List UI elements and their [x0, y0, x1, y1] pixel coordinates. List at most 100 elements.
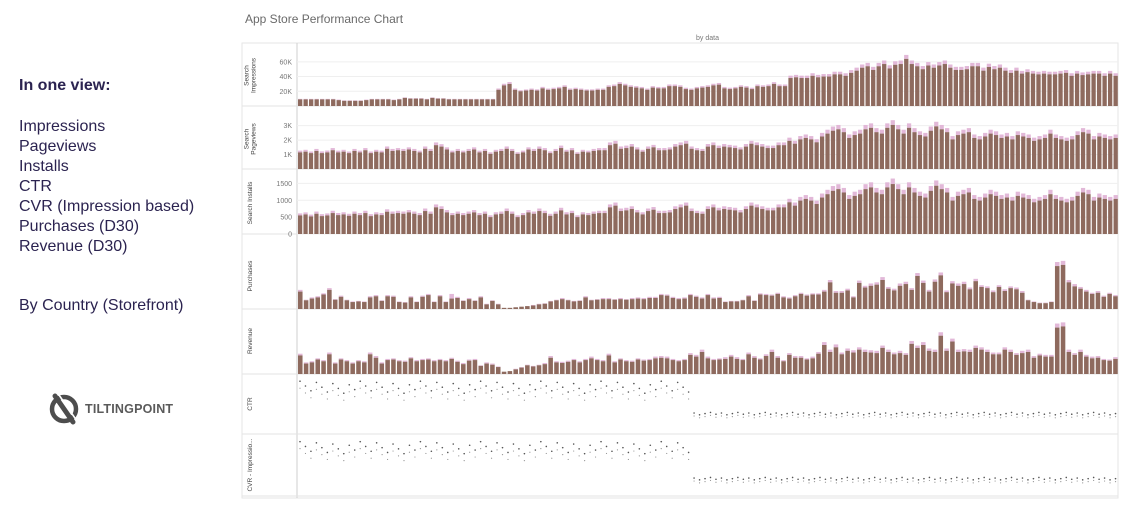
ctr-dot — [567, 451, 569, 454]
bar — [472, 360, 478, 374]
ctr-dot — [545, 392, 547, 394]
bar — [396, 361, 402, 374]
bar-secondary — [645, 146, 651, 149]
bar — [1008, 288, 1013, 309]
bar — [923, 136, 928, 169]
bar — [803, 198, 808, 234]
bar — [577, 362, 583, 374]
bar-secondary — [734, 357, 740, 359]
ctr-dot — [835, 479, 838, 481]
bar-secondary — [449, 293, 454, 299]
bar-secondary — [803, 195, 808, 199]
bar-secondary — [656, 86, 661, 89]
bar — [510, 150, 515, 169]
bar-secondary — [792, 202, 798, 206]
ctr-dot — [463, 399, 465, 401]
bar — [810, 75, 815, 106]
ctr-dot — [567, 398, 569, 400]
ctr-dot — [403, 460, 405, 462]
bar-secondary — [973, 345, 978, 348]
bar — [525, 306, 530, 309]
bar-secondary — [771, 82, 777, 84]
ctr-dot — [786, 477, 788, 480]
bar-secondary — [397, 98, 402, 100]
bar-secondary — [478, 296, 484, 298]
bar-secondary — [309, 297, 315, 299]
bar-secondary — [928, 126, 933, 131]
metric-list: Impressions Pageviews Installs CTR CVR (… — [19, 117, 194, 257]
bar-secondary — [1096, 70, 1102, 74]
bar — [967, 351, 973, 374]
bar — [740, 360, 746, 374]
ctr-dot — [370, 457, 372, 459]
bar-secondary — [955, 131, 961, 136]
bar-secondary — [1008, 286, 1013, 289]
bar-secondary — [583, 358, 588, 361]
bar-secondary — [749, 87, 755, 90]
ctr-dot — [654, 388, 657, 391]
bar-secondary — [1075, 191, 1080, 196]
bar — [321, 361, 326, 374]
ctr-dot — [474, 449, 476, 451]
ctr-dot — [966, 412, 969, 414]
bar-secondary — [890, 178, 895, 185]
bar-secondary — [308, 151, 314, 154]
bar-secondary — [362, 301, 367, 303]
bar-secondary — [849, 70, 854, 73]
ctr-dot — [906, 413, 909, 416]
metric-item: Revenue (D30) — [19, 238, 128, 255]
bar-secondary — [1015, 131, 1020, 136]
ctr-dot — [830, 480, 832, 482]
bar-secondary — [950, 136, 955, 140]
bar-secondary — [904, 54, 909, 59]
bar — [1037, 303, 1043, 309]
bar — [938, 275, 944, 309]
bar — [1091, 73, 1096, 106]
ctr-dot — [874, 479, 876, 482]
bar-secondary — [1053, 195, 1058, 199]
bar-secondary — [450, 213, 455, 216]
ctr-dot — [961, 413, 964, 416]
bar-secondary — [586, 150, 591, 153]
ctr-dot — [364, 385, 367, 387]
bar — [843, 75, 848, 106]
ctr-dot — [343, 399, 345, 401]
bar-secondary — [466, 148, 471, 151]
bar — [396, 302, 402, 309]
bar-secondary — [391, 295, 396, 297]
bar — [395, 150, 401, 169]
tick-label: 60K — [280, 59, 293, 66]
ctr-dot — [698, 479, 701, 481]
bar-secondary — [439, 206, 444, 210]
bar-secondary — [474, 98, 479, 100]
bar — [617, 83, 622, 106]
bar — [1113, 75, 1118, 106]
bar-secondary — [624, 207, 629, 211]
bar-secondary — [1042, 134, 1048, 138]
ctr-dot — [616, 449, 619, 451]
ctr-dot — [578, 387, 580, 390]
ctr-dot — [939, 477, 942, 479]
bar — [536, 365, 542, 374]
ctr-dot — [589, 384, 591, 386]
ctr-dot — [737, 479, 739, 482]
bar-secondary — [424, 98, 430, 100]
bar — [650, 87, 655, 106]
ctr-dot — [512, 443, 515, 445]
ctr-dot — [852, 478, 854, 481]
ctr-dot — [682, 446, 684, 449]
bar — [917, 135, 923, 169]
ctr-dot — [583, 452, 586, 455]
bar-secondary — [879, 129, 885, 134]
ctr-dot — [501, 454, 504, 456]
ctr-dot — [780, 414, 783, 416]
bar-secondary — [970, 62, 975, 67]
ctr-dot — [912, 477, 914, 479]
ctr-dot — [999, 417, 1002, 419]
ctr-dot — [1109, 417, 1111, 419]
ctr-dot — [720, 477, 723, 479]
ctr-dot — [863, 482, 865, 484]
bar — [659, 295, 664, 309]
bar — [513, 307, 518, 309]
ctr-dot — [1049, 477, 1051, 479]
